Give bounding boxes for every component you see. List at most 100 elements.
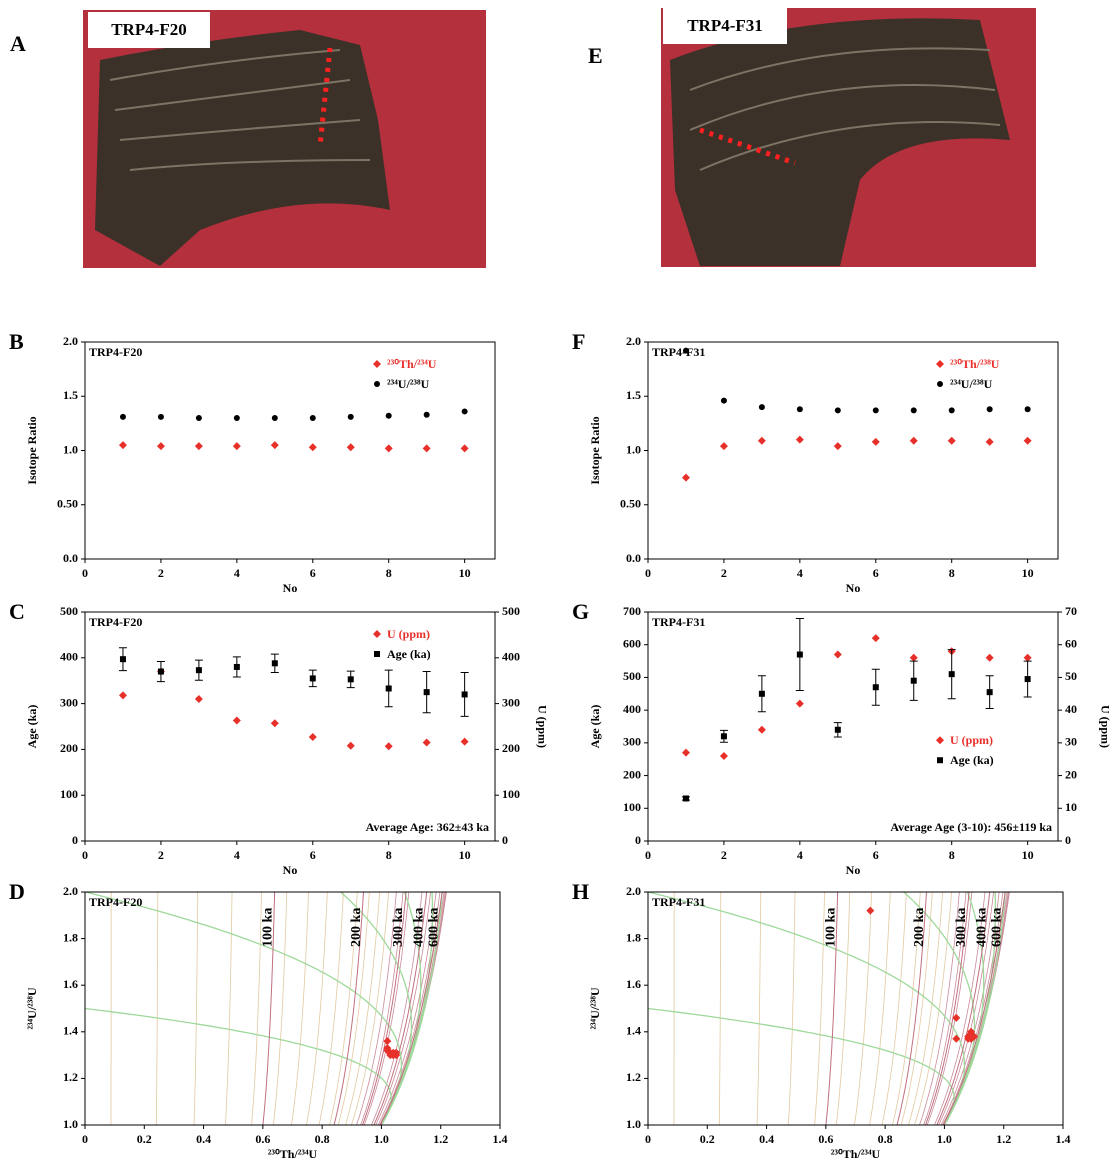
y2-tick-label: 100 [502, 787, 520, 801]
x-tick-label: 4 [234, 848, 240, 862]
legend-label: ²³⁰Th/²³⁸U [950, 357, 1000, 371]
age-line [892, 892, 921, 1125]
data-point [233, 414, 240, 421]
plot-frame [84, 341, 496, 560]
plot-title: TRP4-F31 [652, 895, 705, 909]
y-tick-label: 2.0 [63, 334, 78, 348]
isochron-label: 100 ka [261, 908, 276, 947]
data-point [872, 684, 879, 691]
data-point [119, 413, 126, 420]
y-tick-label: 1.6 [626, 977, 641, 991]
y2-tick-label: 40 [1065, 702, 1077, 716]
data-point [346, 443, 355, 452]
data-point [834, 726, 841, 733]
x-tick-label: 8 [386, 566, 392, 580]
age-line [345, 892, 381, 1125]
y2-tick-label: 0 [502, 833, 508, 847]
x-tick-label: 0.8 [878, 1132, 893, 1146]
x-axis-label: No [283, 863, 298, 877]
plot-title: TRP4-F20 [89, 895, 142, 909]
isochron-layer [85, 892, 447, 1125]
data-point [461, 691, 468, 698]
y-tick-label: 1.5 [63, 388, 78, 402]
legend-label: Age (ka) [950, 753, 994, 767]
x-tick-label: 8 [949, 566, 955, 580]
data-point [1024, 676, 1031, 683]
data-point [118, 691, 127, 700]
y-tick-label: 600 [623, 636, 641, 650]
data-point [270, 719, 279, 728]
isochron-label: 100 ka [824, 908, 839, 947]
age-line [379, 892, 443, 1125]
chart-panel: B TRP4-F20 0 2 4 6 8 10 0.0 0.50 1.0 1.5 2.0 No Isotop… [9, 329, 496, 595]
age-line [337, 892, 370, 1125]
data-point [871, 634, 880, 643]
data-point [909, 653, 918, 662]
age-line [881, 892, 907, 1125]
x-tick-label: 0.4 [196, 1132, 211, 1146]
data-point [947, 436, 956, 445]
annotation: Average Age (3-10): 456±119 ka [890, 820, 1052, 834]
sample-line [317, 47, 333, 147]
isochron-label: 200 ka [349, 908, 364, 947]
data-point [682, 795, 689, 802]
data-point [270, 441, 279, 450]
chart-panel: 100 ka 200 ka 300 ka 400 ka 600 ka H TRP4-F31 0… [572, 879, 1071, 1161]
age-line [788, 892, 796, 1125]
data-point [720, 733, 727, 740]
isochron [896, 892, 928, 1125]
x-tick-label: 0 [645, 566, 651, 580]
x-tick-label: 0 [82, 566, 88, 580]
data-point [1024, 406, 1031, 413]
y-tick-label: 400 [623, 702, 641, 716]
plot-title: TRP4-F20 [89, 615, 142, 629]
isochron-label: 600 ka [990, 908, 1005, 947]
data-point [347, 676, 354, 683]
data-point [346, 741, 355, 750]
x-tick-label: 6 [310, 848, 316, 862]
x-tick-label: 1.0 [374, 1132, 389, 1146]
age-line [926, 892, 973, 1125]
plot-frame [647, 341, 1059, 560]
data-point [796, 406, 803, 413]
age-line [329, 892, 358, 1125]
legend-label: ²³⁴U/²³⁸U [387, 377, 430, 391]
x-tick-label: 1.4 [493, 1132, 508, 1146]
x-tick-label: 6 [873, 566, 879, 580]
growth-curve [948, 892, 985, 1118]
fossil [95, 30, 390, 266]
y2-tick-label: 50 [1065, 669, 1077, 683]
age-line [377, 892, 437, 1125]
plot-title: TRP4-F20 [89, 345, 142, 359]
data-point [194, 442, 203, 451]
y-tick-label: 1.4 [63, 1024, 78, 1038]
data-point [460, 444, 469, 453]
data-point [422, 738, 431, 747]
data-point [195, 414, 202, 421]
y-tick-label: 200 [60, 741, 78, 755]
y-axis-label: Age (ka) [588, 705, 602, 749]
legend-label: ²³⁴U/²³⁸U [950, 377, 993, 391]
x-tick-label: 2 [721, 848, 727, 862]
panel-letter: H [572, 879, 589, 904]
age-line [225, 892, 233, 1125]
x-tick-label: 4 [797, 566, 803, 580]
legend-label: ²³⁰Th/²³⁴U [387, 357, 437, 371]
data-point [383, 1044, 392, 1053]
data-point [157, 413, 164, 420]
x-axis-label: No [283, 581, 298, 595]
data-point [985, 653, 994, 662]
data-point [681, 748, 690, 757]
age-line [908, 892, 944, 1125]
data-point [952, 1034, 961, 1043]
x-tick-label: 10 [1022, 566, 1034, 580]
age-line [306, 892, 328, 1125]
isochron [379, 892, 443, 1125]
x-tick-label: 1.2 [433, 1132, 448, 1146]
plot-frame [647, 891, 1064, 1126]
age-line [919, 892, 960, 1125]
age-line [251, 892, 262, 1125]
age-line [923, 892, 967, 1125]
